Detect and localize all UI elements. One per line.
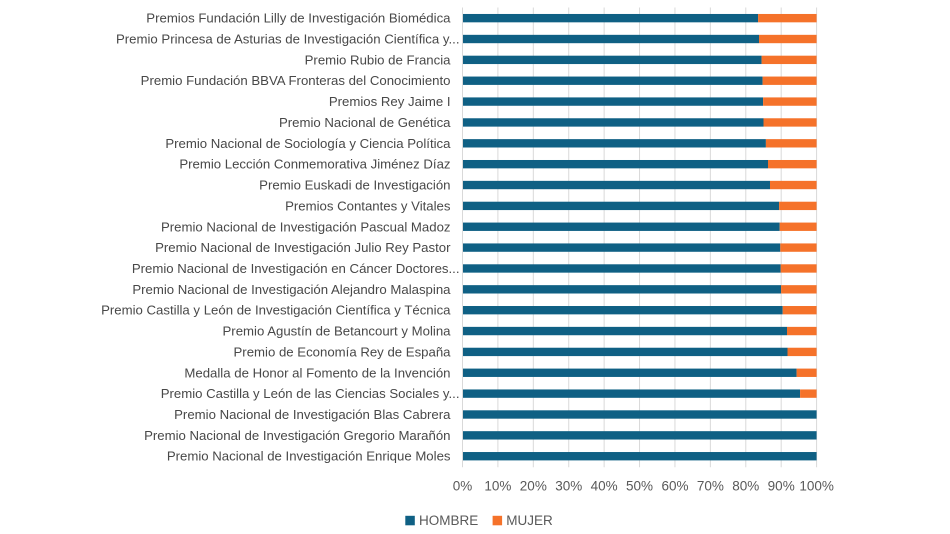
svg-text:90%: 90% bbox=[768, 479, 795, 494]
svg-text:Premios Contantes y Vitales: Premios Contantes y Vitales bbox=[285, 198, 451, 213]
svg-text:Premio Nacional de Investigaci: Premio Nacional de Investigación Pascual… bbox=[161, 219, 451, 234]
svg-text:50%: 50% bbox=[626, 479, 653, 494]
svg-text:Premio Castilla y León de Inve: Premio Castilla y León de Investigación … bbox=[101, 303, 451, 318]
svg-text:Premios Fundación Lilly de Inv: Premios Fundación Lilly de Investigación… bbox=[146, 11, 451, 26]
svg-text:Premio Rubio de Francia: Premio Rubio de Francia bbox=[305, 52, 452, 67]
svg-text:40%: 40% bbox=[591, 479, 618, 494]
svg-text:MUJER: MUJER bbox=[506, 513, 553, 528]
svg-text:Premios Rey Jaime I: Premios Rey Jaime I bbox=[329, 94, 451, 109]
svg-text:Premio Nacional de Investigaci: Premio Nacional de Investigación Alejand… bbox=[132, 282, 451, 297]
svg-text:Premio Princesa de Asturias de: Premio Princesa de Asturias de Investiga… bbox=[116, 32, 460, 47]
svg-text:Medalla de Honor al Fomento de: Medalla de Honor al Fomento de la Invenc… bbox=[184, 365, 450, 380]
svg-text:Premio Nacional de Investigaci: Premio Nacional de Investigación Julio R… bbox=[155, 240, 451, 255]
svg-text:Premio de Economía Rey de Espa: Premio de Economía Rey de España bbox=[234, 344, 452, 359]
svg-text:10%: 10% bbox=[484, 479, 511, 494]
svg-text:Premio Euskadi de Investigació: Premio Euskadi de Investigación bbox=[259, 178, 450, 193]
svg-text:80%: 80% bbox=[732, 479, 759, 494]
svg-text:0%: 0% bbox=[453, 479, 473, 494]
svg-text:Premio Nacional de Investigaci: Premio Nacional de Investigación Blas Ca… bbox=[174, 407, 451, 422]
svg-text:100%: 100% bbox=[799, 479, 834, 494]
svg-text:30%: 30% bbox=[555, 479, 582, 494]
svg-text:HOMBRE: HOMBRE bbox=[419, 513, 478, 528]
svg-text:Premio Nacional de Investigaci: Premio Nacional de Investigación Gregori… bbox=[144, 428, 450, 443]
svg-text:70%: 70% bbox=[697, 479, 724, 494]
svg-text:Premio Lección Conmemorativa J: Premio Lección Conmemorativa Jiménez Día… bbox=[179, 157, 450, 172]
svg-text:60%: 60% bbox=[661, 479, 688, 494]
svg-text:Premio Nacional de Investigaci: Premio Nacional de Investigación Enrique… bbox=[167, 449, 451, 464]
svg-text:Premio Fundación BBVA Frontera: Premio Fundación BBVA Fronteras del Cono… bbox=[141, 73, 451, 88]
svg-text:Premio Castilla y León de las: Premio Castilla y León de las Ciencias S… bbox=[161, 386, 460, 401]
svg-text:Premio Agustín de Betancourt y: Premio Agustín de Betancourt y Molina bbox=[223, 324, 452, 339]
svg-text:Premio Nacional de Sociología: Premio Nacional de Sociología y Ciencia … bbox=[165, 136, 451, 151]
svg-text:Premio Nacional de Genética: Premio Nacional de Genética bbox=[279, 115, 451, 130]
svg-text:20%: 20% bbox=[520, 479, 547, 494]
svg-text:Premio Nacional de Investigaci: Premio Nacional de Investigación en Cánc… bbox=[132, 261, 460, 276]
